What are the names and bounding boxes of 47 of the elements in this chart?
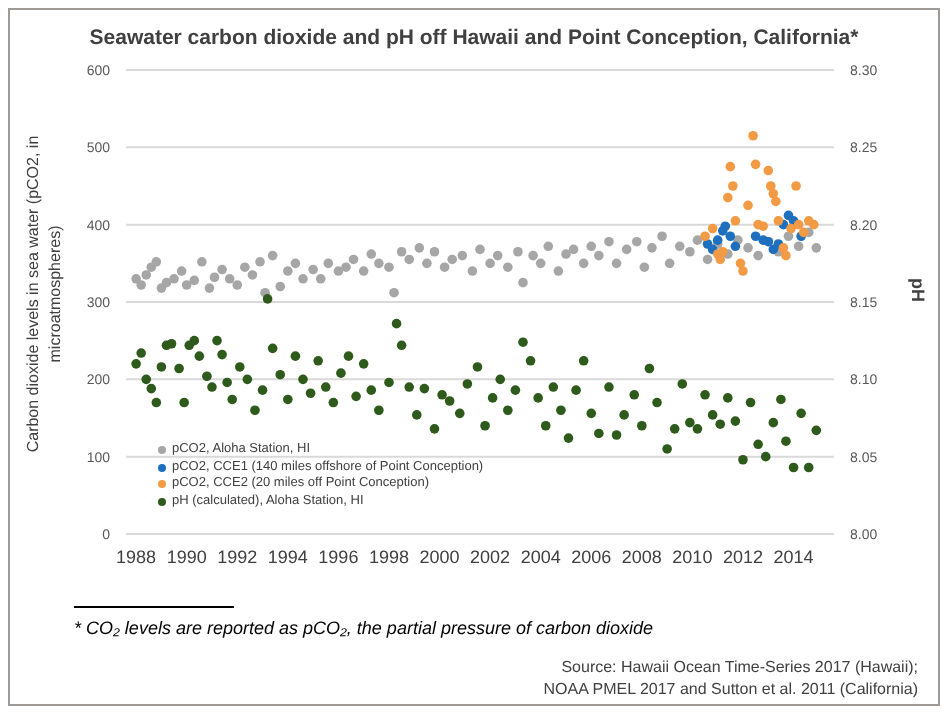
point [717,246,728,257]
x-tick-label: 1988 [116,546,157,567]
x-tick-label: 2012 [722,546,763,567]
y-axis-title: Carbon dioxide levels in sea water (pCO2, in microatmospheres) [22,133,66,457]
point [748,130,758,141]
point [765,181,776,191]
source-note: Source: Hawaii Ocean Time-Series 2017 (Hawaii); [561,658,918,676]
point [700,231,710,242]
point [793,219,804,230]
point [808,219,819,230]
x-tick-label: 1992 [217,546,258,567]
y2-axis-title: pH [907,278,928,302]
point [771,196,781,207]
point [730,241,741,252]
point [730,216,741,226]
point [750,231,761,242]
x-tick-label: 2008 [621,546,662,567]
chart-title: Seawater carbon dioxide and pH off Hawaii and Point Conception, California* [87,26,861,50]
text: * CO₂ levels are reported as pCO₂, the partial pressure of carbon dioxide [74,618,654,638]
point [778,243,789,253]
point [725,161,736,172]
point [781,250,791,261]
point [768,188,779,199]
point [707,223,718,234]
x-tick-label: 1994 [267,546,308,567]
point [773,216,784,226]
point [743,200,753,211]
point [758,221,768,232]
x-tick-label: 2002 [470,546,511,567]
x-tick-label: 2014 [773,546,814,567]
point [723,192,733,203]
point [786,223,796,234]
x-tick-label: 1990 [166,546,207,567]
point [728,181,738,191]
x-tick-label: 2004 [520,546,561,567]
point [763,165,774,176]
point [738,266,748,276]
x-tick-label: 1996 [318,546,359,567]
text: NOAA PMEL 2017 and Sutton et al. 2011 (California) [543,680,918,698]
point [725,231,736,242]
point [720,221,731,232]
x-tick-label: 1998 [368,546,409,567]
x-tick-label: 2010 [672,546,713,567]
x-tick-label: 2000 [419,546,460,567]
point [791,181,801,191]
point [750,159,761,170]
x-tick-label: 2006 [571,546,612,567]
